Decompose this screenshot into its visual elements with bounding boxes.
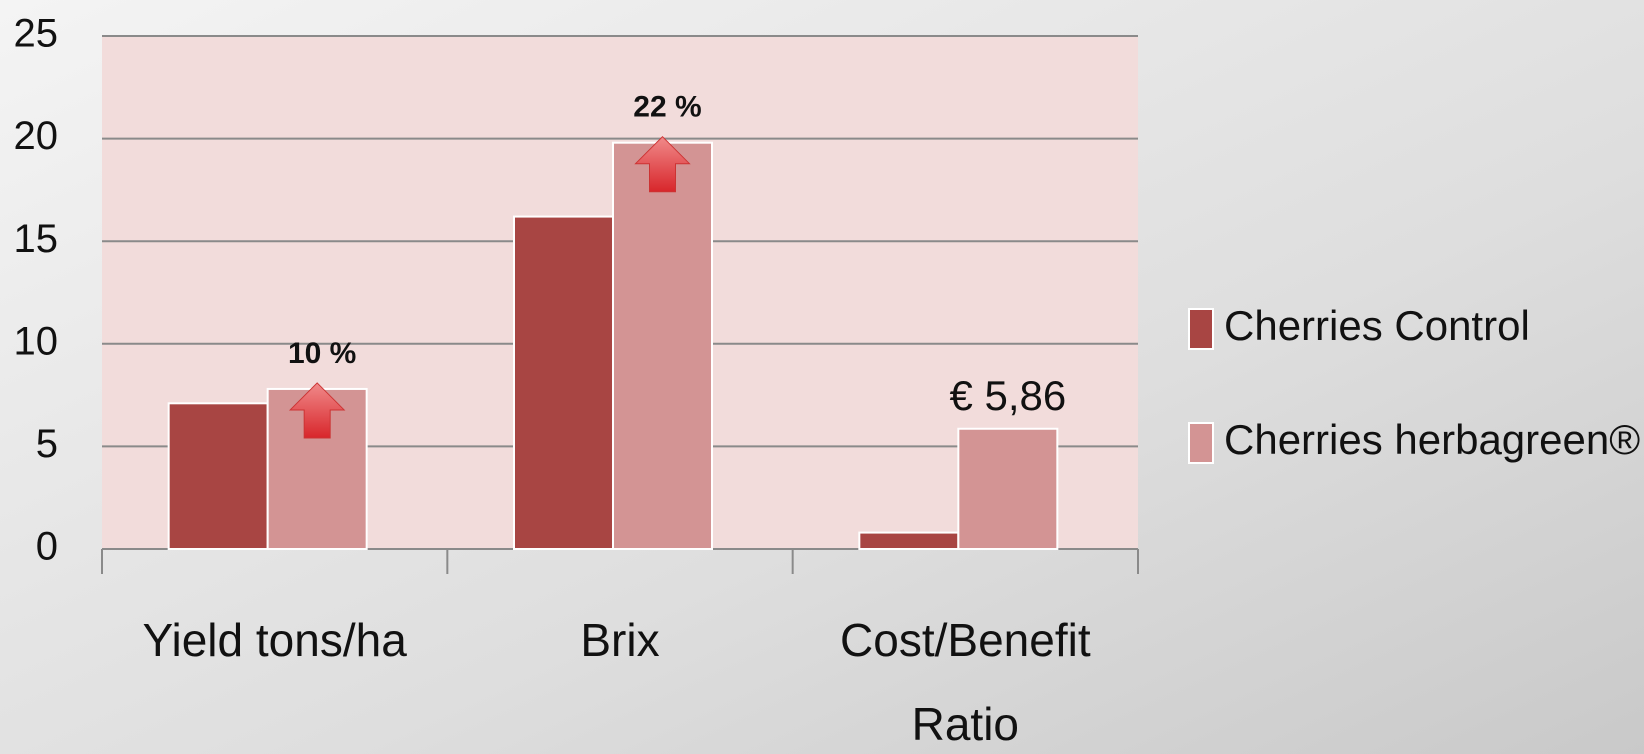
y-tick-label: 20 bbox=[14, 114, 59, 158]
bar bbox=[513, 215, 614, 551]
y-tick-label: 25 bbox=[14, 12, 59, 56]
y-tick-label: 10 bbox=[14, 319, 59, 363]
data-label: € 5,86 bbox=[949, 372, 1066, 419]
x-tick-label: Yield tons/ha bbox=[143, 614, 408, 666]
arrow-icon bbox=[288, 382, 346, 439]
legend-swatch bbox=[1188, 308, 1214, 350]
legend-label: Cherries herbagreen® bbox=[1224, 416, 1640, 463]
bar bbox=[612, 141, 713, 550]
bar bbox=[266, 387, 368, 550]
y-tick-label: 0 bbox=[36, 525, 58, 569]
x-tick-label: Cost/Benefit Ratio bbox=[840, 614, 1091, 750]
bar bbox=[167, 402, 269, 551]
x-tick-label-line: Ratio bbox=[912, 698, 1019, 750]
x-tick-label: Brix bbox=[580, 614, 659, 666]
y-tick-label: 5 bbox=[36, 422, 58, 466]
arrow-icon bbox=[634, 135, 691, 193]
annotation: 10 % bbox=[288, 337, 356, 370]
y-tick-label: 15 bbox=[14, 217, 59, 261]
x-tick-label-line: Cost/Benefit bbox=[840, 614, 1091, 666]
annotation: 22 % bbox=[633, 91, 701, 124]
legend-label: Cherries Control bbox=[1224, 302, 1530, 349]
legend-swatch bbox=[1188, 422, 1214, 464]
bar bbox=[957, 427, 1059, 551]
bar bbox=[858, 531, 960, 550]
